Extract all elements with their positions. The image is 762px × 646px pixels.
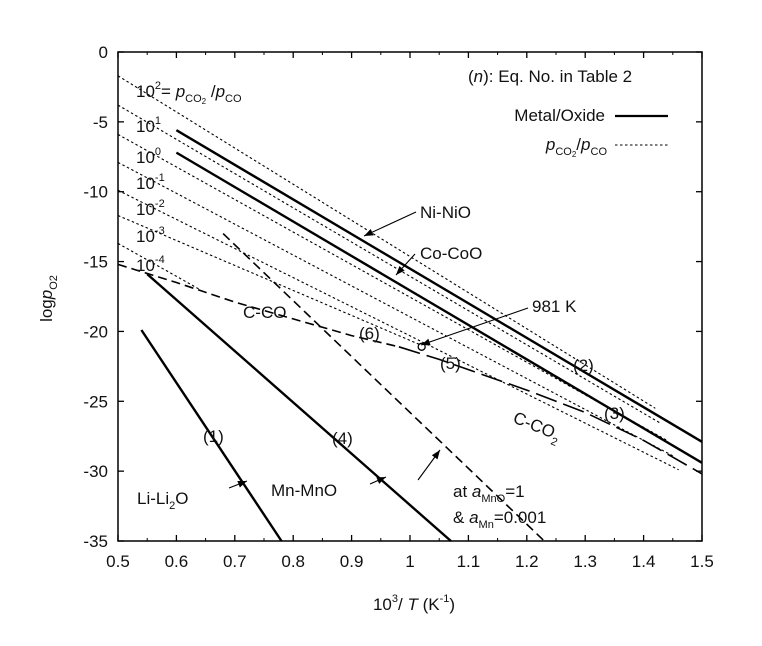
label-activity-2: & aMn=0.001 (453, 508, 546, 531)
x-tick-label: 1.4 (632, 552, 656, 571)
x-tick-label: 1.5 (690, 552, 714, 571)
x-tick-label: 0.9 (340, 552, 364, 571)
series-line-13 (117, 242, 201, 290)
label-co-coo: Co-CoO (420, 244, 482, 263)
series-line-10 (117, 161, 674, 457)
label-eq3: (3) (604, 404, 625, 423)
x-tick-label: 0.6 (165, 552, 189, 571)
ratio-label-top: 102= pCO2 /pCO (136, 80, 242, 106)
series-line-0 (175, 129, 703, 443)
leader-co-arrow (396, 265, 405, 275)
series-line-1 (175, 151, 703, 464)
x-tick-label: 1.3 (573, 552, 597, 571)
leader-981k-arrow (421, 338, 431, 346)
label-c-co2: C-CO2 (509, 408, 564, 449)
label-activity-1: at aMnO=1 (453, 482, 525, 505)
series-line-11 (117, 189, 679, 471)
leader-ni (363, 211, 417, 237)
ratio-label: 10-2 (136, 198, 165, 219)
series-line-2 (146, 273, 452, 542)
legend-title: (n): Eq. No. in Table 2 (468, 67, 632, 86)
ratio-label: 10-1 (136, 172, 165, 193)
x-tick-label: 1 (405, 552, 414, 571)
ratio-label: 10-3 (136, 225, 165, 246)
axes: 0.5 0.6 0.7 0.8 0.9 1 1.1 1.2 1.3 1.4 1.5 0 -5 -10 -15… (37, 43, 714, 614)
series-line-6 (222, 233, 545, 542)
legend-entry-0: Metal/Oxide (514, 106, 605, 125)
series-line-4 (117, 263, 400, 348)
series-layer (117, 75, 703, 542)
x-tick-label: 1.2 (515, 552, 539, 571)
leader-activity-arrow (431, 450, 440, 460)
x-tick-label: 0.7 (223, 552, 247, 571)
label-eq6: (6) (359, 324, 380, 343)
x-tick-label: 0.8 (281, 552, 305, 571)
label-eq2: (2) (573, 356, 594, 375)
series-line-3 (140, 329, 283, 542)
x-axis-label: 103/ T (K-1) (373, 593, 455, 614)
x-tick-label: 0.5 (106, 552, 130, 571)
ratio-label: 100 (136, 146, 161, 167)
x-tick-label: 1.1 (457, 552, 481, 571)
label-eq5: (5) (440, 354, 461, 373)
y-tick-label: -30 (83, 462, 108, 481)
leader-mn-arrow (376, 477, 386, 484)
label-ni-nio: Ni-NiO (420, 203, 471, 222)
annotation-layer: (n): Eq. No. in Table 2 Metal/Oxide pCO2/p… (136, 67, 668, 531)
series-line-12 (117, 214, 422, 346)
label-eq4: (4) (332, 429, 353, 448)
ratio-label: 101 (136, 115, 161, 136)
y-tick-label: -35 (83, 532, 108, 551)
label-li-li2o: Li-Li2O (137, 489, 188, 512)
label-eq1: (1) (203, 427, 224, 446)
label-c-co: C-CO (243, 303, 286, 322)
legend-entry-1: pCO2/pCO (545, 135, 608, 159)
plot-frame (117, 51, 703, 542)
y-tick-label: 0 (99, 43, 108, 62)
leader-981k (420, 307, 529, 346)
label-mn-mno: Mn-MnO (271, 481, 337, 500)
label-981k: 981 K (532, 297, 577, 316)
y-tick-label: -20 (83, 322, 108, 341)
series-line-7 (117, 75, 656, 409)
y-axis-label: logpO2 (37, 275, 60, 322)
y-tick-label: -25 (83, 392, 108, 411)
y-tick-label: -5 (93, 113, 108, 132)
y-tick-label: -15 (83, 253, 108, 272)
leader-ni-arrow (364, 229, 374, 236)
ratio-label: 10-4 (136, 254, 165, 275)
leader-li-arrow (237, 481, 247, 488)
y-tick-label: -10 (83, 183, 108, 202)
